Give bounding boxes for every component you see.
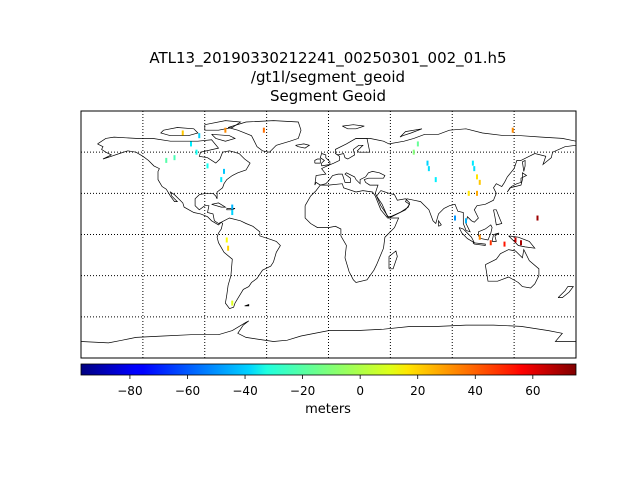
coastline-path xyxy=(97,136,251,226)
colorbar-tick-label: 60 xyxy=(525,384,540,398)
data-point xyxy=(478,234,481,240)
data-point xyxy=(536,215,539,221)
coastline-path xyxy=(493,209,503,226)
data-point xyxy=(416,141,419,147)
colorbar-label: meters xyxy=(305,402,351,417)
data-point xyxy=(454,215,456,221)
coastline-path xyxy=(342,124,365,130)
coastline-path xyxy=(472,242,486,246)
data-point xyxy=(426,160,429,166)
coastline-path xyxy=(227,120,302,153)
data-point xyxy=(173,155,176,161)
colorbar-ticks: −80 −60 −40 −20 0 20 40 60 xyxy=(117,375,540,398)
data-points xyxy=(165,127,539,306)
data-point xyxy=(227,245,230,251)
colorbar-tick-label: −80 xyxy=(117,384,142,398)
colorbar xyxy=(80,363,577,376)
coastline-path xyxy=(335,138,371,160)
data-point xyxy=(471,160,474,166)
data-point xyxy=(223,168,225,174)
coastline-path xyxy=(388,250,398,270)
colorbar-tick-label: −40 xyxy=(232,384,257,398)
coastline-path xyxy=(319,153,331,167)
data-point xyxy=(503,241,506,247)
data-point xyxy=(514,237,517,243)
data-point xyxy=(231,210,234,216)
data-point xyxy=(467,190,470,196)
colorbar-tick-label: 20 xyxy=(410,384,425,398)
coastline-path xyxy=(216,217,281,310)
data-point xyxy=(434,177,437,183)
data-point xyxy=(473,166,476,172)
coastline-path xyxy=(484,248,540,289)
coastline-path xyxy=(508,235,536,249)
data-point xyxy=(231,204,234,210)
coastline-path xyxy=(314,128,576,233)
chart-title-line-3: Segment Geoid xyxy=(270,87,386,105)
data-point xyxy=(412,149,415,155)
coastline-path xyxy=(204,120,242,131)
data-point xyxy=(165,157,168,163)
data-point xyxy=(427,166,430,172)
chart-title-line-1: ATL13_20190330212241_00250301_002_01.h5 xyxy=(149,49,507,67)
coastline-path xyxy=(244,304,250,307)
data-point xyxy=(181,130,184,136)
colorbar-tick-label: 40 xyxy=(468,384,483,398)
coastline-path xyxy=(507,172,528,193)
coastline-path xyxy=(557,286,575,298)
coastline-path xyxy=(438,219,442,227)
data-point xyxy=(478,179,481,185)
coastline-path xyxy=(522,159,526,172)
map-frame xyxy=(80,110,577,359)
coastline-path xyxy=(399,128,423,138)
data-point xyxy=(195,149,198,155)
data-point xyxy=(476,174,478,180)
data-point xyxy=(224,127,227,133)
colorbar-tick-label: −20 xyxy=(290,384,315,398)
coastline-path xyxy=(211,202,227,208)
data-point xyxy=(190,141,192,147)
data-point xyxy=(231,300,234,306)
coastlines xyxy=(81,120,576,344)
data-point xyxy=(489,240,492,246)
coastline-path xyxy=(160,127,199,137)
data-point xyxy=(225,237,228,243)
coastline-path xyxy=(81,320,576,344)
data-point xyxy=(198,133,201,139)
coastline-path xyxy=(314,158,321,164)
colorbar-tick-label: 0 xyxy=(356,384,364,398)
data-point xyxy=(206,163,209,169)
coastline-path xyxy=(295,143,311,149)
data-point xyxy=(520,240,522,246)
data-point xyxy=(465,218,467,224)
coastline-path xyxy=(491,232,500,242)
data-point xyxy=(511,127,514,133)
graticule xyxy=(81,111,576,358)
data-point xyxy=(262,127,265,133)
coastline-path xyxy=(304,183,400,283)
data-point xyxy=(220,177,223,183)
data-point xyxy=(476,190,478,196)
colorbar-tick-label: −60 xyxy=(175,384,200,398)
chart-title-line-2: /gt1l/segment_geoid xyxy=(250,68,406,86)
coastline-path xyxy=(211,133,236,142)
coastline-path xyxy=(376,190,410,218)
